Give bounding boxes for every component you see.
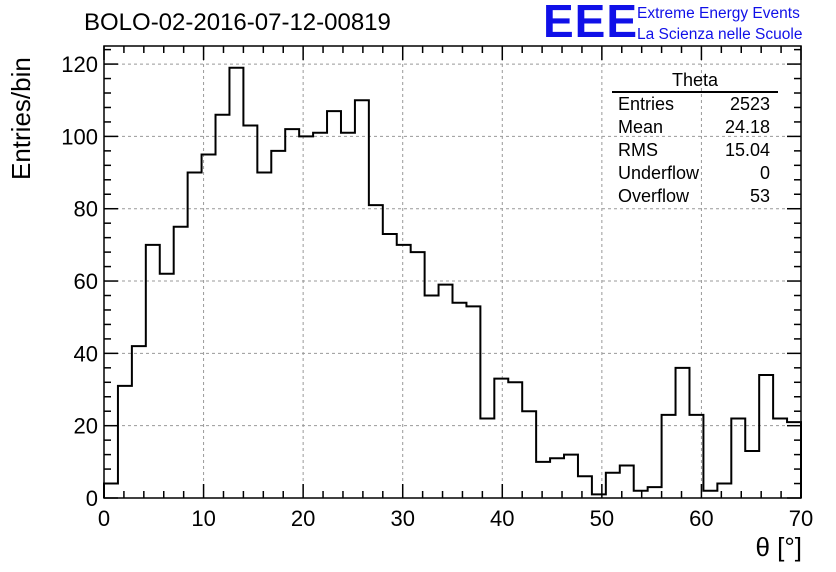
y-tick-label: 100	[61, 124, 98, 149]
axis-ticks	[103, 46, 802, 499]
x-tick-label: 30	[390, 506, 414, 531]
x-axis-label: θ [°]	[755, 532, 802, 562]
stats-label: Underflow	[618, 163, 700, 183]
x-tick-label: 20	[291, 506, 315, 531]
y-tick-label: 40	[74, 341, 98, 366]
x-tick-label: 60	[689, 506, 713, 531]
stats-box: Theta Entries 2523 Mean 24.18 RMS 15.04 …	[612, 70, 778, 208]
stats-label: RMS	[618, 140, 658, 160]
grid-lines	[104, 46, 801, 498]
x-tick-label: 40	[490, 506, 514, 531]
stats-value: 0	[759, 163, 770, 183]
stats-label: Entries	[618, 94, 675, 114]
stats-row-entries: Entries 2523	[612, 93, 778, 116]
page-title: BOLO-02-2016-07-12-00819	[84, 9, 391, 36]
stats-value: 24.18	[724, 117, 770, 137]
x-tick-label: 0	[98, 506, 110, 531]
plot-frame	[103, 45, 802, 499]
logo-line-project: Extreme Energy Events	[637, 5, 800, 22]
stats-row-underflow: Underflow 0	[612, 162, 778, 185]
y-tick-label: 0	[86, 486, 98, 511]
stats-value: 2523	[729, 94, 770, 114]
x-tick-label: 70	[789, 506, 813, 531]
tick-labels: 0 10 20 30 40 50 60 70 0 20 40 60 80 100 120	[61, 52, 813, 531]
histogram-outline	[103, 66, 802, 498]
x-tick-label: 50	[590, 506, 614, 531]
y-tick-label: 80	[74, 197, 98, 222]
y-tick-label: 120	[61, 52, 98, 77]
eee-logo: EEE	[543, 0, 639, 47]
stats-title: Theta	[612, 70, 778, 93]
stats-row-rms: RMS 15.04	[612, 139, 778, 162]
stats-row-mean: Mean 24.18	[612, 116, 778, 139]
y-tick-label: 20	[74, 414, 98, 439]
stats-value: 15.04	[724, 140, 770, 160]
x-tick-label: 10	[191, 506, 215, 531]
logo-line-subtitle: La Scienza nelle Scuole	[637, 26, 803, 43]
stats-value: 53	[749, 186, 770, 206]
stats-row-overflow: Overflow 53	[612, 185, 778, 208]
stats-label: Overflow	[618, 186, 690, 206]
y-axis-label: Entries/bin	[6, 57, 36, 180]
y-tick-label: 60	[74, 269, 98, 294]
stats-label: Mean	[618, 117, 664, 137]
